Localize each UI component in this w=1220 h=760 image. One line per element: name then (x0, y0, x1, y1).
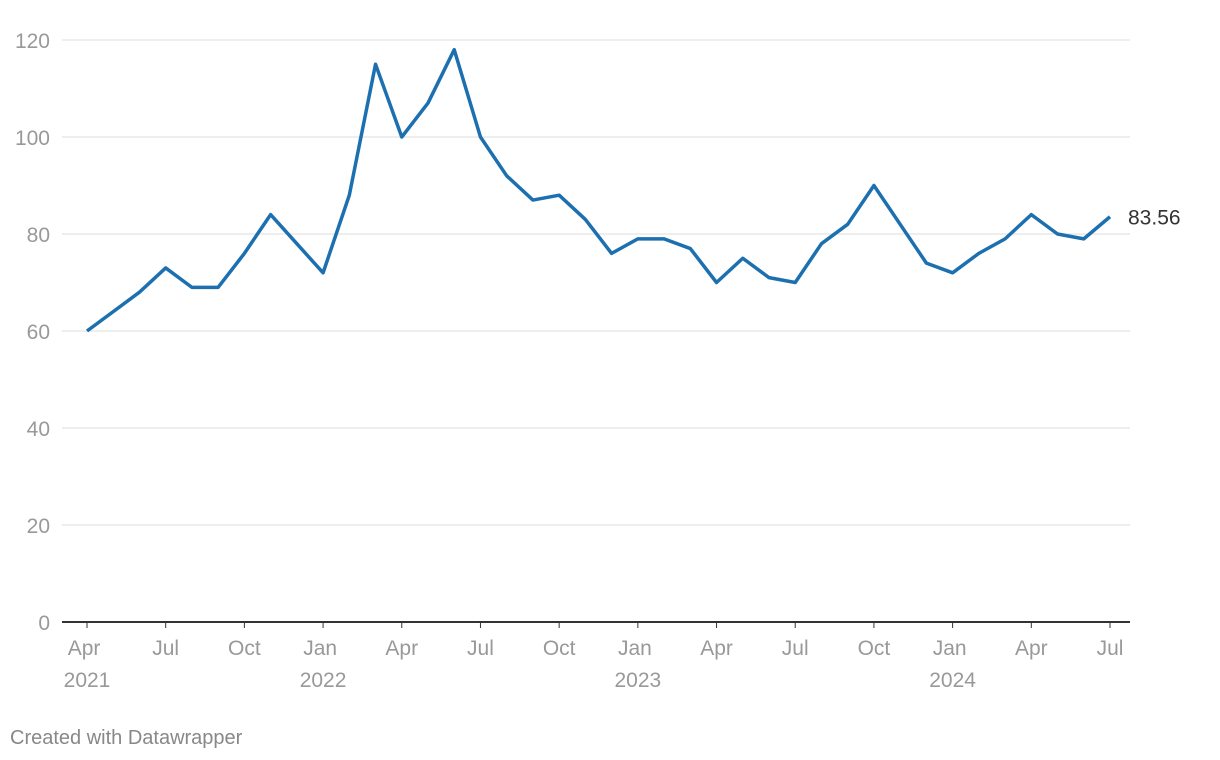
x-tick-label: Jul (1097, 637, 1124, 660)
x-tick-label: Apr (385, 637, 418, 660)
value-label: 83.56 (1128, 207, 1181, 230)
x-tick-label: Jul (782, 637, 809, 660)
y-tick-label: 120 (15, 30, 50, 53)
x-tick-label: Apr 2021 (64, 637, 111, 692)
x-tick-label: Jan 2024 (929, 637, 976, 692)
x-tick-label: Apr (700, 637, 733, 660)
y-tick-label: 40 (27, 418, 50, 441)
x-tick-label: Oct (228, 637, 261, 660)
x-tick-label: Jul (467, 637, 494, 660)
y-tick-label: 80 (27, 224, 50, 247)
y-tick-label: 100 (15, 127, 50, 150)
x-tick-label: Apr (1015, 637, 1048, 660)
x-tick-label: Jul (152, 637, 179, 660)
x-tick-label: Oct (543, 637, 576, 660)
line (85, 47, 1112, 333)
credit: Created with Datawrapper (10, 727, 243, 749)
y-tick-label: 0 (38, 612, 50, 635)
x-tick-label: Oct (858, 637, 891, 660)
x-tick-label: Jan 2023 (614, 637, 661, 692)
y-tick-label: 60 (27, 321, 50, 344)
y-tick-label: 20 (27, 515, 50, 538)
x-tick-label: Jan 2022 (300, 637, 347, 692)
